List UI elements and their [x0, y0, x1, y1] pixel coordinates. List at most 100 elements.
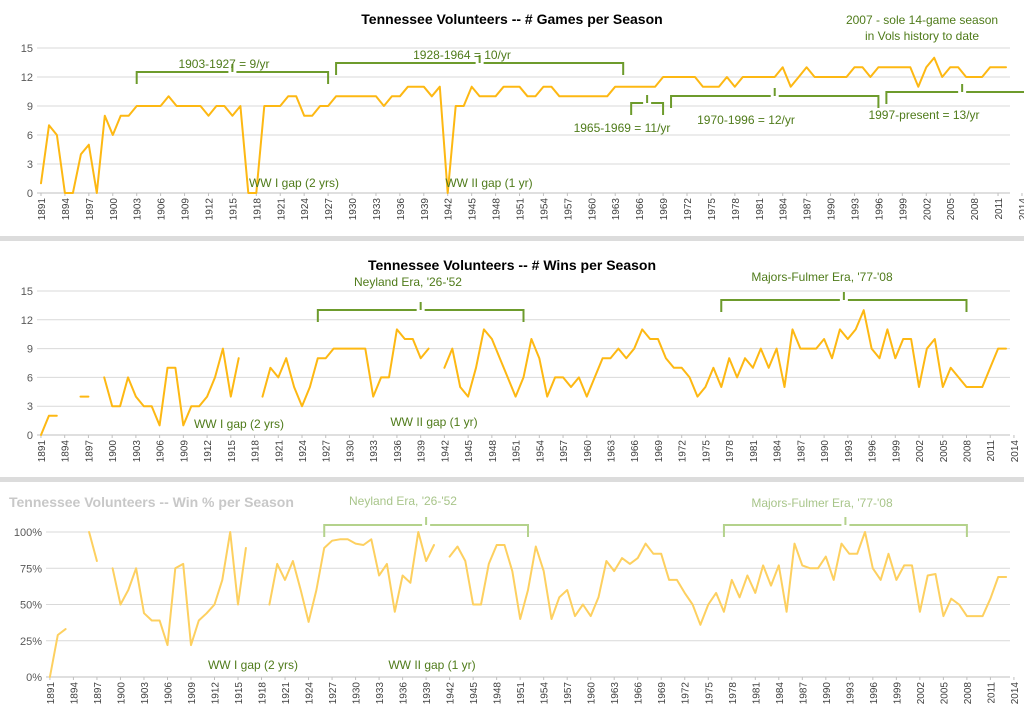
wins-x-tick-label: 1912	[203, 440, 214, 463]
winpct-x-tick-label: 1906	[163, 682, 174, 705]
wins-x-tick-label: 1918	[251, 440, 262, 463]
winpct-x-tick-label: 1897	[93, 682, 104, 705]
games-bracket	[335, 55, 625, 75]
wins-x-tick-label: 1906	[156, 440, 167, 463]
wins-x-tick-label: 1927	[322, 440, 333, 463]
winpct-series-line	[88, 531, 98, 562]
winpct-chart-title: Tennessee Volunteers -- Win % per Season	[9, 494, 294, 510]
winpct-annotation-neyland-era: Neyland Era, '26-'52	[349, 494, 457, 508]
winpct-x-tick-label: 1963	[610, 682, 621, 705]
games-x-tick-label: 2002	[922, 198, 933, 221]
wins-annotation-ww1-gap: WW I gap (2 yrs)	[194, 417, 284, 431]
games-x-tick-label: 1936	[396, 198, 407, 221]
wins-x-tick-label: 2014	[1010, 440, 1021, 463]
wins-y-tick-label: 0	[27, 430, 33, 442]
games-x-tick-label: 2014	[1018, 198, 1024, 221]
winpct-x-tick-label: 1921	[281, 682, 292, 705]
games-x-tick-label: 2005	[946, 198, 957, 221]
games-x-tick-label: 1954	[539, 198, 550, 221]
wins-annotations: Neyland Era, '26-'52 Majors-Fulmer Era, …	[194, 270, 893, 431]
wins-x-tick-label: 1930	[345, 440, 356, 463]
wins-bracket	[316, 302, 525, 322]
games-x-tick-label: 1903	[133, 198, 144, 221]
wins-x-tick-label: 1978	[725, 440, 736, 463]
wins-x-tick-label: 1990	[820, 440, 831, 463]
games-x-tick-label: 1918	[252, 198, 263, 221]
games-x-tick-label: 1972	[683, 198, 694, 221]
winpct-x-tick-label: 1972	[681, 682, 692, 705]
wins-x-tick-label: 1939	[417, 440, 428, 463]
games-x-tick-label: 1981	[755, 198, 766, 221]
wins-x-tick-label: 1969	[654, 440, 665, 463]
winpct-x-tick-label: 1999	[892, 682, 903, 705]
games-x-tick-label: 1900	[109, 198, 120, 221]
games-x-tick-label: 1987	[803, 198, 814, 221]
winpct-series	[48, 531, 1008, 678]
games-x-tick-label: 1969	[659, 198, 670, 221]
winpct-x-tick-label: 1978	[728, 682, 739, 705]
winpct-x-ticks: 1891 1894 1897 1900 1903 1906 1909 1912 1915 1918…	[46, 677, 1021, 705]
wins-x-tick-label: 1903	[132, 440, 143, 463]
winpct-x-tick-label: 1915	[234, 682, 245, 705]
winpct-x-tick-label: 2008	[963, 682, 974, 705]
games-annotation-2007-line2: in Vols history to date	[865, 29, 979, 43]
wins-x-tick-label: 1951	[512, 440, 523, 463]
games-x-tick-label: 1948	[492, 198, 503, 221]
wins-x-tick-label: 1933	[369, 440, 380, 463]
wins-x-tick-label: 2002	[915, 440, 926, 463]
games-x-tick-label: 1933	[372, 198, 383, 221]
games-x-tick-label: 2011	[994, 198, 1005, 220]
winpct-y-tick-label: 25%	[20, 636, 42, 648]
winpct-chart: Tennessee Volunteers -- Win % per Season…	[9, 494, 1021, 705]
wins-x-tick-label: 1942	[440, 440, 451, 463]
winpct-x-tick-label: 2014	[1010, 682, 1021, 705]
games-y-tick-label: 3	[27, 159, 33, 171]
winpct-x-tick-label: 2002	[916, 682, 927, 705]
panel-wins-background	[0, 241, 1024, 477]
winpct-x-tick-label: 1894	[69, 682, 80, 705]
wins-x-tick-label: 1981	[749, 440, 760, 463]
winpct-annotation-majors-fulmer-era: Majors-Fulmer Era, '77-'08	[751, 496, 893, 510]
games-x-tick-label: 1945	[468, 198, 479, 221]
games-x-tick-label: 1897	[85, 198, 96, 221]
games-annotation-1997-present: 1997-present = 13/yr	[868, 108, 979, 122]
games-annotation-ww1-gap: WW I gap (2 yrs)	[249, 176, 339, 190]
games-x-tick-label: 1975	[707, 198, 718, 221]
games-annotation-1903-1927: 1903-1927 = 9/yr	[178, 57, 269, 71]
winpct-gridlines	[46, 531, 1010, 678]
winpct-y-tick-label: 50%	[20, 600, 42, 612]
winpct-series-line	[111, 531, 247, 647]
winpct-bracket	[323, 517, 529, 537]
games-y-tick-label: 0	[27, 188, 33, 200]
wins-series-line	[443, 309, 1007, 398]
wins-chart: Tennessee Volunteers -- # Wins per Seaso…	[21, 257, 1021, 463]
games-annotation-1965-1969: 1965-1969 = 11/yr	[574, 121, 671, 135]
wins-bracket	[720, 292, 968, 312]
winpct-x-tick-label: 1942	[446, 682, 457, 705]
winpct-x-tick-label: 1891	[46, 682, 57, 705]
games-x-tick-label: 1912	[204, 198, 215, 221]
wins-annotation-ww2-gap: WW II gap (1 yr)	[390, 415, 477, 429]
wins-x-tick-label: 1987	[796, 440, 807, 463]
winpct-y-ticks: 0% 25% 50% 75% 100%	[14, 527, 42, 684]
wins-annotation-neyland-era: Neyland Era, '26-'52	[354, 275, 462, 289]
winpct-y-tick-label: 0%	[26, 672, 42, 684]
winpct-x-tick-label: 1987	[798, 682, 809, 705]
games-x-tick-label: 1978	[731, 198, 742, 221]
games-x-tick-label: 1984	[779, 198, 790, 221]
winpct-x-tick-label: 1918	[258, 682, 269, 705]
games-x-tick-label: 1909	[181, 198, 192, 221]
wins-x-tick-label: 1963	[607, 440, 618, 463]
winpct-x-tick-label: 1996	[869, 682, 880, 705]
wins-x-tick-label: 1999	[891, 440, 902, 463]
wins-x-tick-label: 1954	[535, 440, 546, 463]
wins-y-tick-label: 12	[21, 315, 33, 327]
wins-series-line	[40, 414, 58, 436]
winpct-annotations: Neyland Era, '26-'52 Majors-Fulmer Era, …	[208, 494, 893, 672]
panel-games-background	[0, 0, 1024, 236]
winpct-y-tick-label: 75%	[20, 563, 42, 575]
games-annotation-ww2-gap: WW II gap (1 yr)	[445, 176, 532, 190]
games-x-tick-label: 1957	[563, 198, 574, 221]
wins-series-line	[261, 328, 430, 408]
winpct-x-tick-label: 1945	[469, 682, 480, 705]
